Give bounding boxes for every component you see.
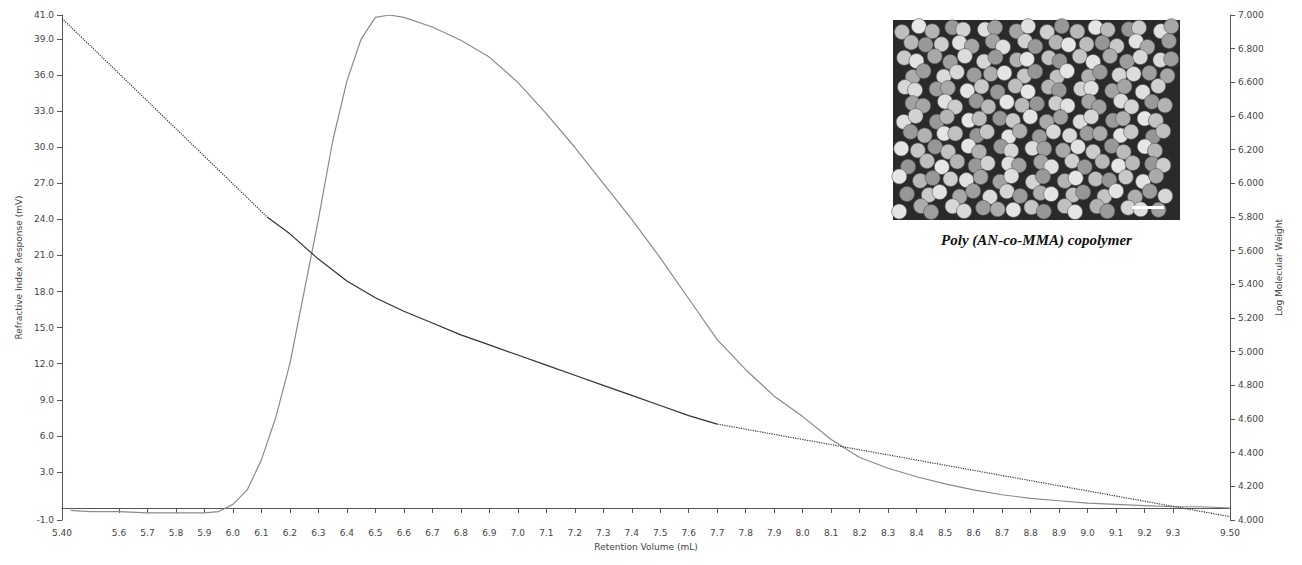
svg-text:8.6: 8.6 (966, 528, 981, 538)
svg-text:7.3: 7.3 (596, 528, 610, 538)
svg-text:4.600: 4.600 (1238, 414, 1264, 424)
svg-text:8.9: 8.9 (1052, 528, 1067, 538)
svg-text:8.8: 8.8 (1023, 528, 1038, 538)
svg-text:36.0: 36.0 (34, 70, 54, 80)
svg-text:9.1: 9.1 (1109, 528, 1123, 538)
svg-text:5.9: 5.9 (197, 528, 212, 538)
svg-text:12.0: 12.0 (34, 359, 54, 369)
svg-text:-1.0: -1.0 (36, 515, 54, 525)
svg-text:6.7: 6.7 (425, 528, 439, 538)
svg-text:6.6: 6.6 (397, 528, 412, 538)
svg-text:9.3: 9.3 (1166, 528, 1180, 538)
svg-text:5.8: 5.8 (169, 528, 184, 538)
svg-text:7.0: 7.0 (511, 528, 526, 538)
svg-text:6.3: 6.3 (311, 528, 325, 538)
svg-text:6.800: 6.800 (1238, 44, 1264, 54)
svg-text:15.0: 15.0 (34, 323, 54, 333)
svg-text:39.0: 39.0 (34, 34, 54, 44)
svg-text:4.200: 4.200 (1238, 481, 1264, 491)
svg-text:8.0: 8.0 (796, 528, 811, 538)
svg-text:4.800: 4.800 (1238, 380, 1264, 390)
svg-text:6.600: 6.600 (1238, 77, 1264, 87)
svg-text:Retention Volume (mL): Retention Volume (mL) (594, 542, 697, 552)
svg-text:7.5: 7.5 (653, 528, 667, 538)
svg-text:4.000: 4.000 (1238, 515, 1264, 525)
svg-text:6.8: 6.8 (454, 528, 469, 538)
svg-text:7.2: 7.2 (568, 528, 582, 538)
svg-text:9.0: 9.0 (40, 395, 55, 405)
svg-text:Poly (AN-co-MMA) copolymer: Poly (AN-co-MMA) copolymer (941, 232, 1132, 249)
svg-text:7.4: 7.4 (625, 528, 640, 538)
svg-text:33.0: 33.0 (34, 106, 54, 116)
svg-text:30.0: 30.0 (34, 142, 54, 152)
svg-text:7.8: 7.8 (739, 528, 754, 538)
svg-text:27.0: 27.0 (34, 178, 54, 188)
svg-text:6.1: 6.1 (254, 528, 268, 538)
svg-text:24.0: 24.0 (34, 214, 54, 224)
svg-text:6.0: 6.0 (40, 431, 55, 441)
svg-text:6.000: 6.000 (1238, 178, 1264, 188)
svg-text:5.800: 5.800 (1238, 212, 1264, 222)
svg-text:8.5: 8.5 (938, 528, 952, 538)
svg-text:7.6: 7.6 (682, 528, 697, 538)
svg-text:18.0: 18.0 (34, 287, 54, 297)
svg-text:6.5: 6.5 (368, 528, 382, 538)
svg-text:8.7: 8.7 (995, 528, 1009, 538)
svg-text:5.6: 5.6 (112, 528, 127, 538)
svg-text:6.400: 6.400 (1238, 111, 1264, 121)
svg-text:8.2: 8.2 (852, 528, 866, 538)
svg-text:Refractive Index Response (mV): Refractive Index Response (mV) (14, 195, 24, 339)
svg-text:9.50: 9.50 (1220, 528, 1240, 538)
svg-text:5.600: 5.600 (1238, 246, 1264, 256)
svg-text:Log Molecular Weight: Log Molecular Weight (1274, 219, 1284, 316)
svg-text:5.200: 5.200 (1238, 313, 1264, 323)
svg-text:7.9: 7.9 (767, 528, 782, 538)
svg-text:4.400: 4.400 (1238, 448, 1264, 458)
svg-text:8.1: 8.1 (824, 528, 838, 538)
svg-text:6.2: 6.2 (283, 528, 297, 538)
svg-text:8.4: 8.4 (909, 528, 924, 538)
svg-text:8.3: 8.3 (881, 528, 895, 538)
svg-text:7.000: 7.000 (1238, 10, 1264, 20)
svg-text:9.0: 9.0 (1080, 528, 1095, 538)
svg-text:5.7: 5.7 (140, 528, 154, 538)
svg-text:5.000: 5.000 (1238, 347, 1264, 357)
svg-text:5.40: 5.40 (52, 528, 72, 538)
svg-text:6.0: 6.0 (226, 528, 241, 538)
svg-text:6.4: 6.4 (340, 528, 355, 538)
svg-text:6.9: 6.9 (482, 528, 497, 538)
svg-text:7.7: 7.7 (710, 528, 724, 538)
svg-text:41.0: 41.0 (34, 10, 54, 20)
svg-text:3.0: 3.0 (40, 467, 55, 477)
svg-text:5.400: 5.400 (1238, 279, 1264, 289)
svg-text:21.0: 21.0 (34, 250, 54, 260)
svg-text:7.1: 7.1 (539, 528, 553, 538)
svg-text:9.2: 9.2 (1137, 528, 1151, 538)
svg-text:6.200: 6.200 (1238, 145, 1264, 155)
